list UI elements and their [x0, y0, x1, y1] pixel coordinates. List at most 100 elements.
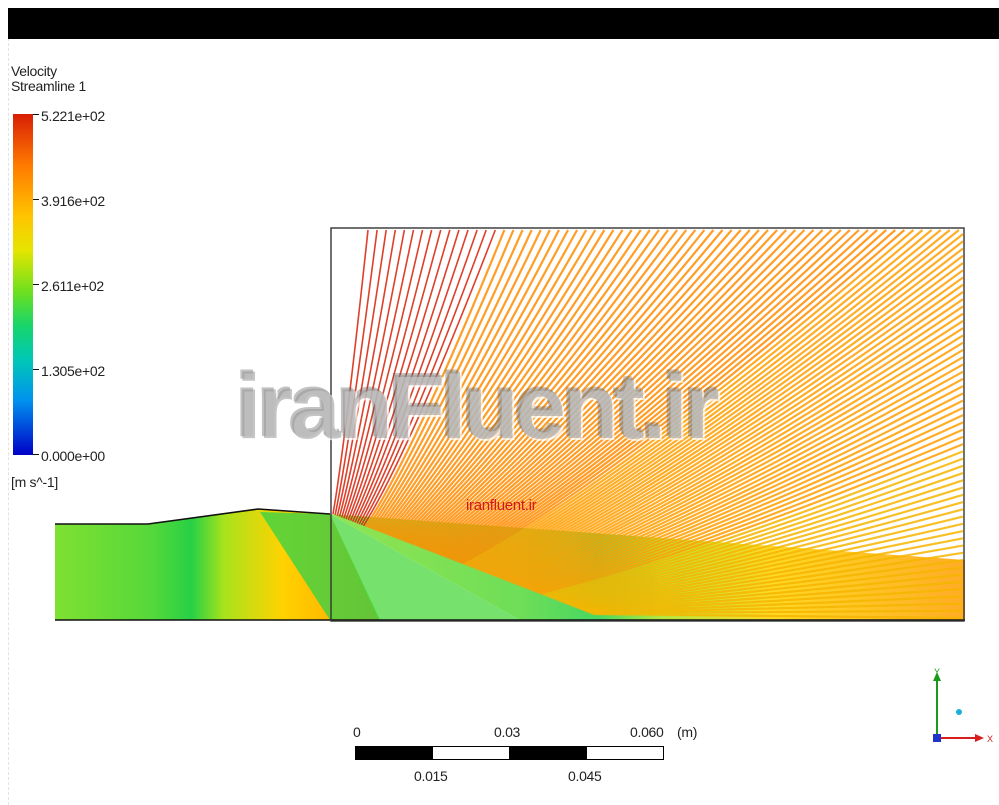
streamline: [386, 229, 597, 536]
streamline: [446, 229, 842, 559]
streamline: [417, 229, 724, 548]
colorbar-tick: [33, 369, 39, 370]
scale-label: 0.03: [494, 724, 521, 740]
streamline: [378, 229, 560, 533]
streamline: [354, 229, 460, 523]
streamline: [535, 428, 964, 594]
streamline: [478, 240, 964, 572]
streamline: [336, 229, 387, 516]
streamline: [560, 508, 964, 603]
streamline: [358, 229, 478, 525]
axis-y-label: Y: [934, 667, 940, 677]
streamline: [470, 229, 942, 568]
scale-segment: [355, 746, 433, 760]
streamline: [562, 515, 964, 604]
streamline: [498, 305, 964, 579]
streamline: [338, 229, 397, 517]
scale-unit: (m): [677, 724, 698, 740]
streamlines: [332, 229, 964, 620]
streamline: [529, 406, 964, 591]
streamline: [522, 385, 964, 589]
legend-title-variable: Velocity: [11, 63, 57, 79]
streamline: [511, 348, 964, 584]
streamline: [503, 320, 964, 581]
streamline: [419, 229, 733, 549]
streamline: [432, 229, 787, 554]
streamline: [485, 262, 964, 574]
streamline: [582, 580, 964, 611]
streamline: [531, 414, 964, 592]
streamline: [564, 522, 964, 605]
streamline: [590, 609, 964, 615]
streamline: [568, 537, 964, 606]
streamline: [397, 229, 642, 541]
streamline: [579, 573, 964, 611]
streamline: [406, 229, 678, 544]
legend-title-object: Streamline 1: [11, 78, 86, 94]
colorbar-tick: [33, 114, 39, 115]
streamline: [369, 229, 524, 529]
duct-outline: [55, 508, 965, 621]
streamline: [395, 229, 633, 540]
streamline: [459, 229, 897, 564]
streamline: [384, 229, 588, 535]
streamline: [430, 229, 778, 553]
watermark-small: iranfluent.ir: [466, 497, 537, 514]
scale-segment: [432, 746, 510, 760]
streamline: [524, 392, 964, 589]
streamline: [435, 229, 797, 555]
streamline: [426, 229, 760, 552]
streamline: [492, 283, 964, 577]
streamline: [380, 229, 569, 534]
streamline: [351, 229, 451, 522]
title-bar: [8, 8, 999, 39]
legend-title: Velocity Streamline 1: [11, 64, 86, 94]
streamline: [371, 229, 533, 530]
streamline: [441, 229, 824, 557]
streamline: [527, 399, 964, 590]
streamline: [457, 229, 887, 563]
colorbar-tick-label: 3.916e+02: [41, 193, 105, 209]
streamline: [452, 229, 869, 562]
streamline: [437, 229, 806, 556]
streamline: [566, 529, 964, 606]
streamline: [533, 421, 964, 593]
streamline: [454, 229, 878, 563]
streamline: [509, 341, 964, 584]
streamline: [413, 229, 706, 546]
streamline: [439, 229, 815, 557]
scale-segment: [586, 746, 664, 760]
axis-x-label: X: [987, 734, 993, 744]
legend-units: [m s^-1]: [11, 474, 58, 490]
streamline: [393, 229, 624, 539]
streamline: [483, 254, 964, 573]
streamline: [573, 551, 964, 608]
streamline: [513, 356, 964, 585]
streamline: [367, 229, 515, 529]
streamline: [428, 229, 769, 552]
streamline: [538, 435, 964, 595]
domain-boundary: [330, 227, 965, 622]
watermark-large: iranFluent.ir: [236, 356, 720, 458]
streamline: [505, 327, 964, 582]
streamline: [421, 229, 742, 550]
streamline: [571, 544, 964, 607]
streamline: [334, 229, 378, 516]
streamline: [577, 566, 964, 610]
streamline: [349, 229, 442, 522]
scale-bar: 0 0.03 0.060 (m) 0.015 0.045: [340, 722, 720, 792]
streamline: [450, 229, 860, 561]
streamline: [549, 472, 964, 599]
streamline: [360, 229, 487, 526]
streamline: [551, 479, 964, 600]
streamline: [343, 229, 415, 519]
streamline: [467, 229, 933, 568]
streamline: [347, 229, 433, 521]
streamline: [410, 229, 697, 546]
streamline: [389, 229, 606, 537]
color-legend: Velocity Streamline 1 5.221e+02 3.916e+0…: [11, 64, 141, 504]
streamline: [399, 229, 651, 541]
streamline: [496, 298, 964, 579]
streamline: [375, 229, 551, 532]
